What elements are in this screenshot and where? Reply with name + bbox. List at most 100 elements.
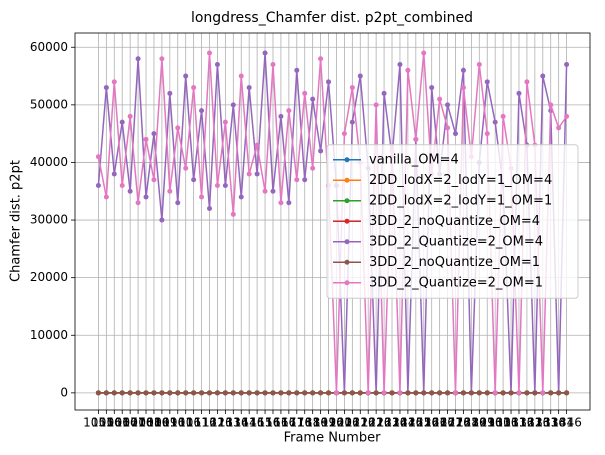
x-tick-label: 1306 [488, 416, 519, 430]
x-tick-label: 1136 [218, 416, 249, 430]
series-marker [484, 390, 490, 396]
series-marker [119, 182, 125, 188]
y-tick-label: 10000 [30, 328, 68, 342]
x-axis-label: Frame Number [284, 431, 382, 446]
x-tick-label: 1076 [123, 416, 154, 430]
series-marker [532, 390, 538, 396]
x-tick-label: 1161 [258, 416, 289, 430]
legend-label: vanilla_OM=4 [369, 152, 459, 167]
series-marker [175, 125, 181, 131]
series-marker [143, 194, 149, 200]
series-marker [468, 390, 474, 396]
series-marker [262, 390, 268, 396]
x-tick-label: 1121 [194, 416, 225, 430]
series-marker [397, 390, 403, 396]
x-tick-label: 1116 [186, 416, 217, 430]
x-tick-label: 1336 [535, 416, 566, 430]
legend-label: 3DD_2_noQuantize_OM=1 [369, 255, 540, 270]
y-tick-label: 0 [60, 385, 68, 399]
series-marker [238, 390, 244, 396]
series-marker [556, 390, 562, 396]
series-marker [191, 390, 197, 396]
series-marker [397, 62, 403, 68]
legend-marker [344, 157, 350, 163]
series-marker [103, 194, 109, 200]
x-tick-label: 1181 [289, 416, 320, 430]
series-marker [452, 131, 458, 137]
series-marker [286, 108, 292, 114]
series-marker [254, 142, 260, 148]
series-marker [524, 390, 530, 396]
series-marker [341, 131, 347, 137]
series-marker [246, 390, 252, 396]
series-marker [500, 113, 506, 119]
x-tick-label: 1071 [115, 416, 146, 430]
series-marker [302, 390, 308, 396]
series-marker [230, 390, 236, 396]
series-marker [214, 62, 220, 68]
series-marker [159, 56, 165, 62]
x-tick-label: 1276 [440, 416, 471, 430]
series-marker [294, 67, 300, 73]
series-marker [516, 390, 522, 396]
legend-marker [344, 218, 350, 224]
x-tick-label: 1211 [337, 416, 368, 430]
series-marker [365, 390, 371, 396]
series-marker [373, 390, 379, 396]
series-marker [127, 390, 133, 396]
x-tick-label: 1191 [305, 416, 336, 430]
series-marker [540, 73, 546, 79]
series-marker [476, 390, 482, 396]
x-tick-label: 1261 [416, 416, 447, 430]
series-marker [310, 390, 316, 396]
x-tick-label: 1301 [480, 416, 511, 430]
series-marker [199, 194, 205, 200]
x-tick-label: 1341 [543, 416, 574, 430]
series-marker [413, 390, 419, 396]
series-marker [405, 67, 411, 73]
legend-box [326, 144, 579, 299]
series-marker [389, 390, 395, 396]
x-tick-label: 1271 [432, 416, 463, 430]
series-marker [286, 390, 292, 396]
y-tick-label: 20000 [30, 270, 68, 284]
x-tick-label: 1196 [313, 416, 344, 430]
x-tick-label: 1286 [456, 416, 487, 430]
series-marker [270, 188, 276, 194]
series-marker [357, 390, 363, 396]
y-tick-label: 50000 [30, 97, 68, 111]
series-marker [199, 390, 205, 396]
series-marker [167, 188, 173, 194]
series-marker [127, 188, 133, 194]
series-marker [278, 390, 284, 396]
series-marker [421, 50, 427, 56]
x-tick-label: 1281 [448, 416, 479, 430]
x-tick-label: 1086 [139, 416, 170, 430]
series-marker [460, 390, 466, 396]
x-tick-label: 1321 [512, 416, 543, 430]
series-marker [95, 390, 101, 396]
series-marker [294, 177, 300, 183]
series-marker [564, 113, 570, 119]
x-tick-label: 1186 [297, 416, 328, 430]
x-tick-label: 1091 [147, 416, 178, 430]
series-marker [373, 102, 379, 108]
series-marker [349, 119, 355, 125]
x-tick-label: 1256 [408, 416, 439, 430]
series-marker [429, 390, 435, 396]
series-marker [318, 390, 324, 396]
series-marker [222, 119, 228, 125]
series-marker [413, 136, 419, 142]
series-marker [437, 96, 443, 102]
series-marker [492, 390, 498, 396]
series-marker [254, 390, 260, 396]
series-marker [381, 390, 387, 396]
series-marker [270, 62, 276, 68]
series-marker [381, 90, 387, 96]
series-marker [183, 165, 189, 171]
y-tick-label: 40000 [30, 155, 68, 169]
x-tick-label: 1201 [321, 416, 352, 430]
series-marker [246, 85, 252, 91]
series-marker [556, 125, 562, 131]
series-marker [492, 119, 498, 125]
